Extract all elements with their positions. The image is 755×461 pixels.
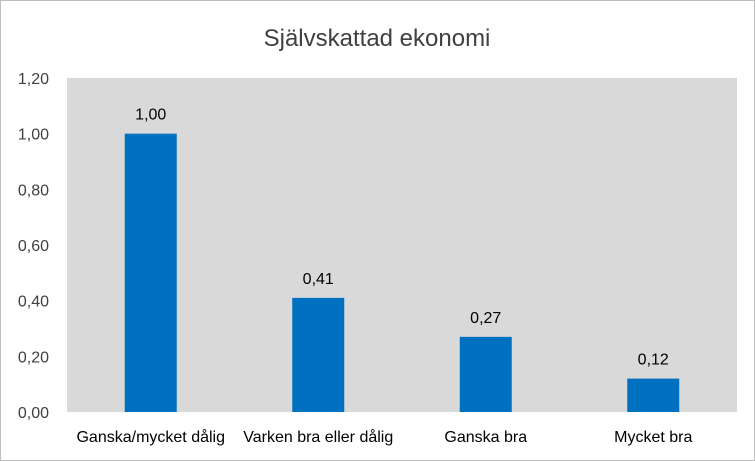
chart-title: Självskattad ekonomi	[264, 25, 491, 52]
y-tick-label: 1,00	[18, 127, 49, 144]
bar	[124, 133, 177, 412]
category-label: Varken bra eller dålig	[243, 428, 393, 446]
category-label: Mycket bra	[614, 429, 692, 446]
y-tick-label: 0,40	[18, 294, 49, 311]
bars	[124, 133, 680, 412]
data-label: 0,27	[470, 310, 501, 327]
y-axis: 0,00 0,20 0,40 0,60 0,80 1,00 1,20	[18, 71, 49, 422]
y-tick-label: 0,20	[18, 349, 49, 366]
y-tick-label: 0,00	[18, 405, 49, 422]
data-labels: 1,00 0,41 0,27 0,12	[135, 107, 669, 369]
y-tick-label: 0,60	[18, 238, 49, 255]
y-tick-label: 1,20	[18, 71, 49, 88]
data-label: 0,12	[638, 352, 669, 369]
plot-area	[67, 78, 737, 412]
x-axis: Ganska/mycket dålig Varken bra eller dåli…	[76, 428, 692, 446]
y-tick-label: 0,80	[18, 182, 49, 199]
data-label: 0,41	[303, 271, 334, 288]
category-label: Ganska/mycket dålig	[76, 428, 225, 446]
bar	[292, 297, 345, 412]
bar	[627, 378, 680, 412]
bar	[459, 336, 512, 412]
category-label: Ganska bra	[444, 429, 527, 446]
data-label: 1,00	[135, 107, 166, 124]
